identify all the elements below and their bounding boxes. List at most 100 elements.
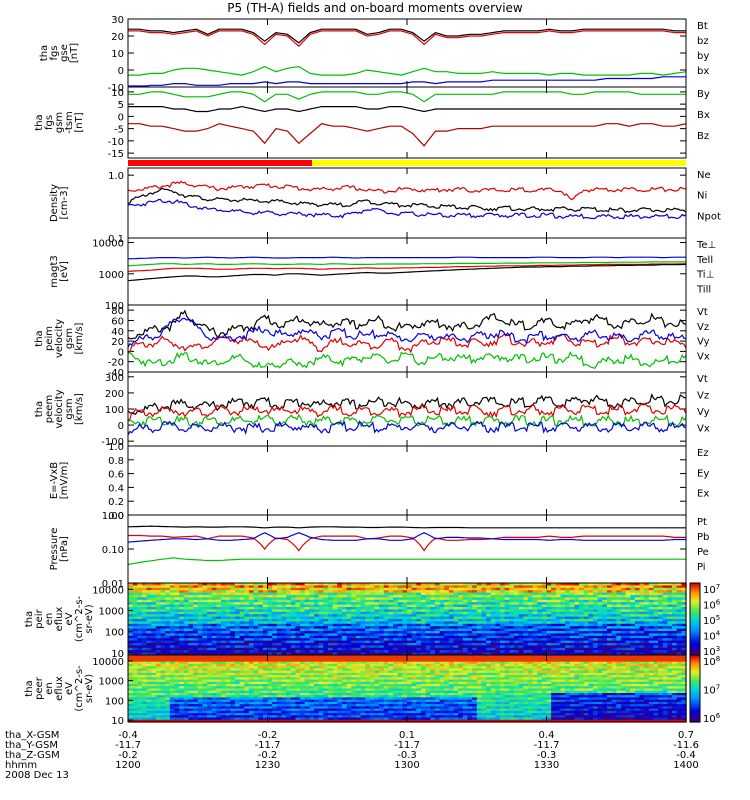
spectrogram-cell [653, 657, 659, 660]
spectrogram-cell [448, 672, 455, 676]
spectrogram-cell [579, 611, 585, 615]
spectrogram-cell [146, 614, 152, 618]
spectrogram-cell [411, 631, 417, 634]
spectrogram-cell [481, 614, 487, 618]
spectrogram-cell [495, 621, 501, 625]
spectrogram-cell [360, 661, 366, 665]
spectrogram-cell [258, 597, 264, 601]
spectrogram-cell [304, 635, 310, 639]
spectrogram-cell [607, 666, 613, 669]
y-axis-label: [nT] [74, 112, 85, 132]
spectrogram-cell [444, 607, 450, 610]
spectrogram-cell [625, 650, 631, 654]
spectrogram-cell [639, 583, 645, 586]
spectrogram-cell [644, 640, 650, 644]
spectrogram-cell [365, 640, 371, 644]
spectrogram-cell [337, 638, 343, 642]
spectrogram-cell [537, 661, 543, 665]
spectrogram-cell [583, 597, 589, 601]
spectrogram-cell [597, 659, 603, 663]
spectrogram-cell [569, 614, 576, 618]
spectrogram-cell [555, 635, 562, 639]
spectrogram-cell [165, 595, 171, 598]
spectrogram-cell [593, 652, 599, 656]
spectrogram-cell [360, 607, 366, 610]
spectrogram-cell [383, 672, 390, 676]
spectrogram-cell [155, 640, 162, 644]
spectrogram-cell [593, 611, 599, 615]
spectrogram-cell [448, 621, 455, 625]
spectrogram-cell [662, 604, 669, 608]
spectrogram-cell [253, 597, 259, 601]
spectrogram-cell [239, 663, 245, 667]
spectrogram-cell [453, 657, 459, 660]
spectrogram-cell [179, 633, 185, 637]
spectrogram-cell [620, 604, 627, 608]
spectrogram-cell [146, 595, 152, 598]
spectrogram-cell [411, 652, 417, 656]
spectrogram-cell [355, 670, 362, 674]
spectrogram-cell [286, 657, 292, 660]
spectrogram-cell [244, 599, 250, 603]
spectrogram-cell [593, 604, 599, 608]
spectrogram-cell [244, 643, 250, 646]
spectrogram-cell [662, 583, 669, 586]
spectrogram-cell [327, 587, 334, 591]
spectrogram-cell [351, 643, 357, 646]
spectrogram-cell [509, 670, 515, 674]
spectrogram-cell [211, 663, 217, 667]
spectrogram-cell [523, 616, 529, 620]
spectrogram-cell [267, 663, 273, 667]
spectrogram-cell [365, 614, 371, 618]
spectrogram-cell [444, 611, 450, 615]
spectrogram-cell [500, 599, 506, 603]
spectrogram-cell [262, 647, 269, 651]
spectrogram-cell [216, 657, 222, 660]
colorbar-cell [690, 651, 700, 654]
spectrogram-cell [174, 614, 180, 618]
spectrogram-cell [504, 650, 510, 654]
spectrogram-cell [681, 597, 687, 601]
spectrogram-cell [541, 609, 548, 613]
spectrogram-cell [597, 628, 603, 632]
spectrogram-cell [514, 611, 520, 615]
spectrogram-cell [337, 670, 343, 674]
spectrogram-cell [397, 626, 403, 630]
spectrogram-cell [620, 655, 627, 658]
spectrogram-cell [416, 609, 422, 613]
spectrogram-cell [462, 621, 469, 625]
spectrogram-cell [523, 670, 529, 674]
spectrogram-cell [221, 663, 227, 667]
spectrogram-cell [597, 638, 603, 642]
spectrogram-cell [541, 595, 548, 598]
spectrogram-cell [337, 659, 343, 663]
spectrogram-cell [495, 668, 501, 672]
spectrogram-cell [327, 628, 334, 632]
spectrogram-cell [658, 616, 664, 620]
spectrogram-cell [276, 602, 283, 606]
spectrogram-cell [355, 595, 362, 598]
spectrogram-cell [500, 585, 506, 589]
spectrogram-cell [262, 672, 269, 676]
spectrogram-cell [514, 668, 520, 672]
spectrogram-cell [155, 595, 162, 598]
spectrogram-cell [314, 647, 320, 651]
spectrogram-cell [360, 633, 366, 637]
spectrogram-cell [383, 666, 390, 669]
spectrogram-cell [551, 595, 557, 598]
spectrogram-cell [439, 611, 445, 615]
spectrogram-cell [658, 666, 664, 669]
spectrogram-cell [318, 670, 324, 674]
spectrogram-cell [272, 633, 278, 637]
spectrogram-cell [169, 633, 176, 637]
spectrogram-cell [500, 645, 506, 649]
spectrogram-cell [374, 585, 380, 589]
spectrogram-cell [351, 590, 357, 594]
mode-bar-red [128, 160, 313, 166]
spectrogram-cell [407, 663, 413, 667]
spectrogram-cell [462, 663, 469, 667]
spectrogram-cell [444, 623, 450, 627]
spectrogram-cell [341, 657, 348, 660]
spectrogram-cell [388, 643, 394, 646]
spectrogram-cell [211, 661, 217, 665]
